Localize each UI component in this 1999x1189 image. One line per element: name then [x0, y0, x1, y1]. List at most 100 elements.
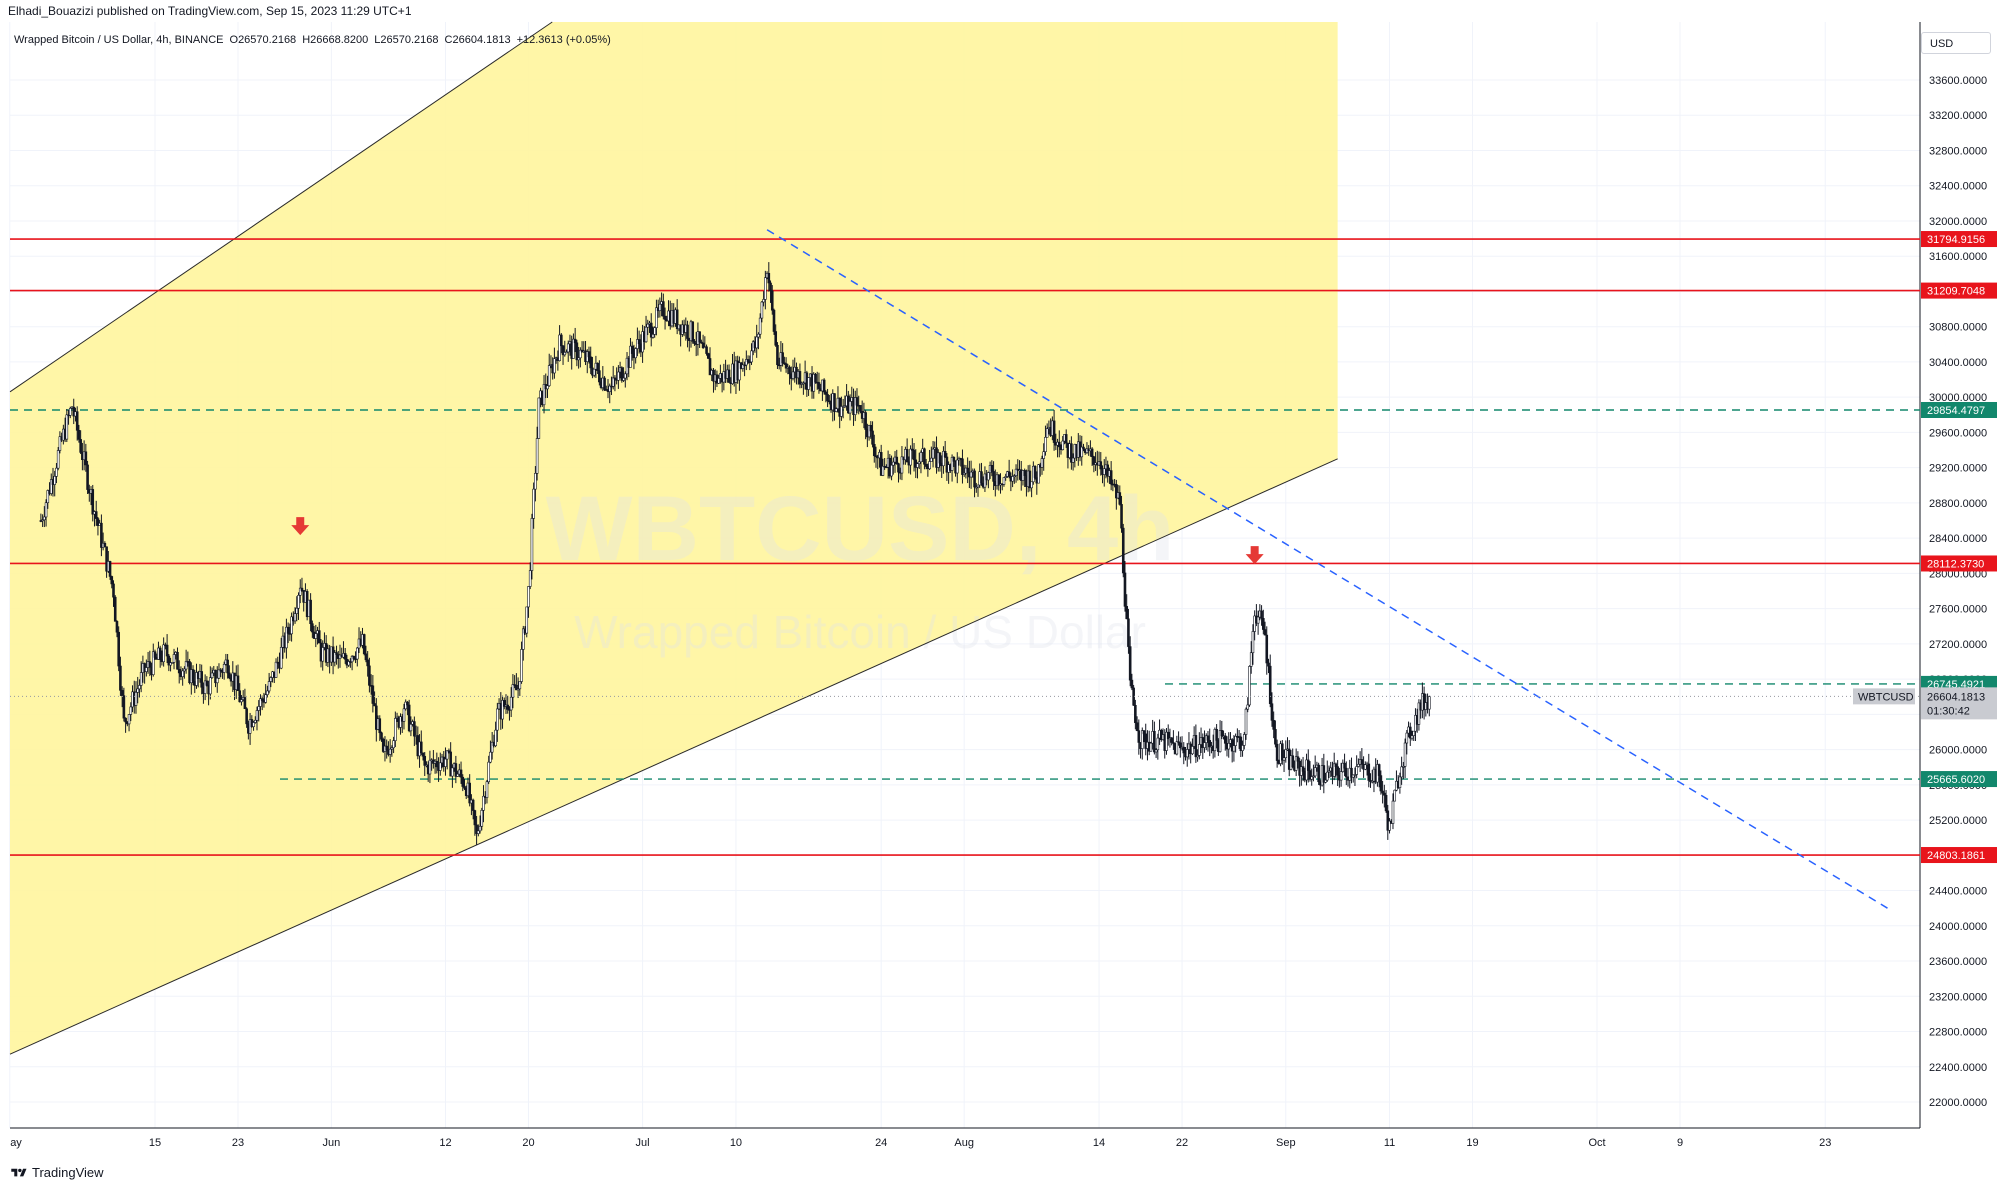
candle-body	[573, 338, 577, 344]
candle-body	[987, 472, 990, 481]
level-price-label: 28112.3730	[1927, 558, 1984, 570]
time-tick-label: 11	[1384, 1137, 1395, 1149]
candle-body	[86, 464, 89, 490]
candle-body	[1061, 440, 1065, 450]
candle-body	[1194, 735, 1198, 758]
countdown-label: 01:30:42	[1927, 705, 1970, 717]
legend-symbol[interactable]: Wrapped Bitcoin / US Dollar, 4h, BINANCE	[14, 34, 224, 46]
candle-body	[355, 647, 359, 660]
level-price-badge	[1921, 771, 1997, 788]
candle-body	[447, 750, 451, 753]
candle-body	[117, 631, 120, 667]
time-tick-label: 15	[149, 1137, 161, 1149]
candle-body	[630, 345, 634, 354]
time-tick-label: Jun	[322, 1137, 340, 1149]
candle-body	[214, 669, 217, 684]
candle-body	[489, 751, 492, 763]
candle-body	[1281, 743, 1284, 761]
candle-body	[309, 599, 312, 624]
time-tick-label: Aug	[954, 1137, 974, 1149]
candle-body	[380, 732, 383, 740]
candle-body	[158, 647, 162, 660]
candle-body	[1153, 731, 1156, 753]
down-arrow-icon	[291, 517, 310, 536]
level-price-label: 29854.4797	[1927, 405, 1985, 417]
candle-body	[482, 795, 485, 811]
candle-body	[94, 511, 98, 519]
candle-body	[791, 371, 795, 379]
candle-body	[191, 669, 195, 682]
candle-body	[869, 425, 873, 432]
price-tick-label: 27200.0000	[1929, 639, 1987, 651]
candle-body	[1350, 767, 1353, 778]
candle-body	[973, 470, 976, 488]
candle-body	[1367, 763, 1371, 781]
candle-body	[587, 351, 591, 358]
candle-body	[79, 439, 82, 453]
candle-body	[1172, 742, 1175, 744]
candle-body	[1364, 764, 1367, 770]
candle-body	[890, 464, 893, 477]
candle-body	[924, 463, 928, 467]
candle-body	[1408, 726, 1412, 739]
candle-body	[1064, 434, 1068, 444]
candle-body	[108, 561, 112, 577]
candle-body	[480, 809, 484, 827]
candle-body	[962, 472, 966, 475]
horizontal-levels	[10, 238, 1920, 856]
price-tick-label: 29200.0000	[1929, 463, 1987, 475]
candle-body	[1177, 741, 1180, 744]
candle-body	[1393, 789, 1397, 802]
time-axis[interactable]: ay 15 23 Jun 12 20 Jul 10 24 Aug 14 22 Sep 11 19 Oct 9 23	[10, 1137, 1831, 1149]
candle-body	[496, 708, 499, 731]
candle-body	[698, 331, 701, 343]
candle-body	[745, 359, 748, 366]
price-tick-label: 24000.0000	[1929, 921, 1987, 933]
candle-body	[757, 333, 760, 338]
tradingview-footer[interactable]: TradingView	[10, 1165, 104, 1180]
candle-body	[53, 476, 57, 485]
candle-body	[240, 699, 243, 703]
candle-body	[490, 741, 494, 753]
candle-body	[655, 307, 658, 329]
price-axis[interactable]: 22000.0000 22400.0000 22800.0000 23200.0000…	[1853, 22, 1999, 1128]
candle-body	[931, 448, 935, 459]
candle-body	[843, 405, 847, 408]
candle-body	[115, 621, 119, 633]
candle-body	[1272, 720, 1275, 730]
price-tick-label: 28800.0000	[1929, 498, 1987, 510]
level-price-label: 24803.1861	[1927, 850, 1985, 862]
candle-body	[990, 464, 994, 472]
candle-body	[290, 616, 293, 635]
candle-body	[463, 786, 466, 789]
currency-selector[interactable]: USD	[1921, 32, 1991, 54]
candle-body	[1405, 732, 1409, 744]
candle-body	[769, 282, 772, 292]
candle-body	[950, 456, 954, 471]
candle-body	[653, 327, 656, 335]
price-tick-label: 32400.0000	[1929, 181, 1987, 193]
candle-body	[738, 362, 741, 381]
candle-body	[1339, 771, 1343, 781]
candle-body	[378, 718, 382, 734]
candle-body	[592, 368, 596, 376]
candle-body	[43, 516, 46, 521]
candle-body	[1070, 443, 1073, 463]
candle-body	[124, 717, 127, 723]
candle-body	[1313, 767, 1317, 777]
candle-body	[170, 662, 174, 664]
candle-body	[824, 391, 828, 395]
candle-body	[942, 451, 945, 467]
candle-body	[485, 781, 489, 798]
candle-body	[527, 586, 530, 608]
candle-body	[1377, 764, 1381, 776]
candle-body	[762, 299, 765, 303]
candle-body	[992, 471, 995, 482]
candle-body	[542, 384, 546, 406]
candle-body	[366, 659, 369, 667]
candle-body	[911, 448, 914, 451]
candle-body	[1351, 774, 1355, 778]
candle-body	[473, 810, 477, 826]
legend-close: C26604.1813	[444, 34, 511, 46]
